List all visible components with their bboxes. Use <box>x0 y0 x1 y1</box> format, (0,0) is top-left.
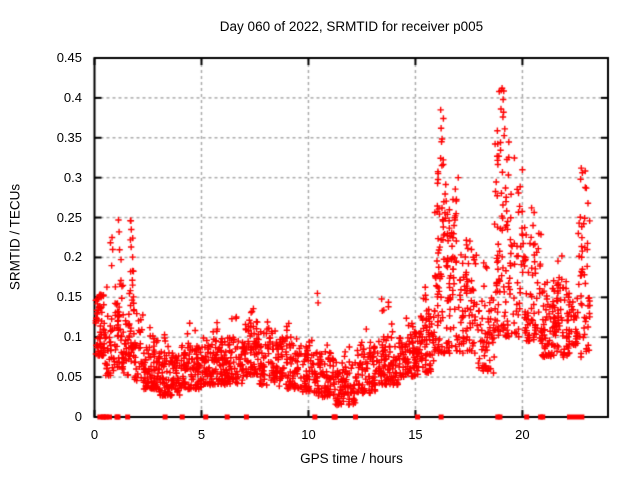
y-tick-label: 0 <box>74 409 82 424</box>
x-tick-label: 5 <box>197 427 206 442</box>
x-tick-label: 10 <box>301 427 316 442</box>
y-axis-label: SRMTID / TECUs <box>7 183 23 291</box>
y-tick-label: 0.05 <box>56 369 82 385</box>
y-tick-label: 0.35 <box>56 129 82 145</box>
y-tick-label: 0.45 <box>56 50 82 65</box>
y-tick-label: 0.3 <box>63 169 82 185</box>
x-axis-label: GPS time / hours <box>300 451 403 466</box>
x-tick-label: 20 <box>515 427 530 442</box>
x-tick-label: 0 <box>90 427 99 442</box>
y-tick-label: 0.15 <box>56 289 82 305</box>
y-tick-label: 0.1 <box>63 329 82 345</box>
chart-title: Day 060 of 2022, SRMTID for receiver p00… <box>219 19 484 34</box>
x-tick-label: 15 <box>408 427 423 442</box>
y-tick-label: 0.25 <box>56 209 82 225</box>
y-tick-label: 0.2 <box>63 249 82 265</box>
y-tick-label: 0.4 <box>63 89 82 105</box>
